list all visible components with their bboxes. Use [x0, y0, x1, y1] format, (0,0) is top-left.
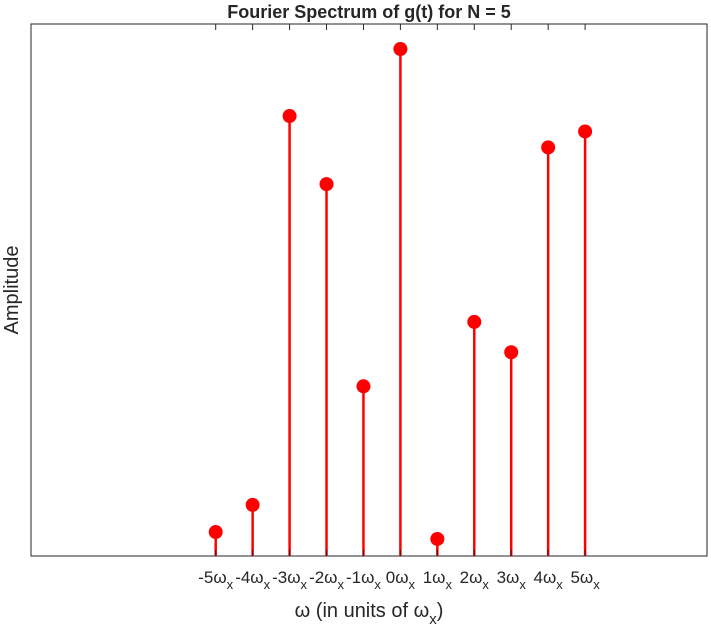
x-tick-label: -3ωx [272, 568, 307, 592]
stem-marker [245, 497, 260, 512]
stem-marker [282, 109, 297, 124]
stem-marker [467, 314, 482, 329]
x-tick-label: 2ωx [460, 568, 490, 592]
plot-area [30, 23, 708, 557]
stem-marker [208, 525, 223, 540]
stem-marker [541, 140, 556, 155]
x-tick-label: -5ωx [198, 568, 233, 592]
x-tick-label: 5ωx [570, 568, 600, 592]
stem-marker [393, 42, 408, 57]
stem-marker [578, 124, 593, 139]
ticks-group: -5ωx -4ωx -3ωx -2ωx -1ωx 0ωx 1ωx 2ωx 3ωx 4ωx 5ωx [198, 24, 600, 592]
stem-marker [504, 345, 519, 360]
x-tick-label: -2ωx [309, 568, 344, 592]
x-axis-label: ω (in units of ωx) [295, 600, 444, 628]
x-tick-label: 1ωx [423, 568, 453, 592]
x-tick-label: -1ωx [346, 568, 381, 592]
y-axis-label: Amplitude [1, 246, 23, 335]
stem-marker [430, 531, 445, 546]
x-tick-label: -4ωx [235, 568, 270, 592]
x-axis-label-main: ω (in units of ω [295, 600, 430, 622]
x-tick-label: 3ωx [497, 568, 527, 592]
x-axis-label-sub: x [429, 611, 437, 628]
x-axis-label-suffix: ) [437, 600, 444, 622]
stems-group [208, 42, 593, 556]
stem-marker [356, 379, 371, 394]
stem-marker [319, 177, 334, 192]
x-tick-label: 0ωx [386, 568, 416, 592]
chart-title: Fourier Spectrum of g(t) for N = 5 [227, 2, 511, 22]
x-tick-label: 4ωx [534, 568, 564, 592]
